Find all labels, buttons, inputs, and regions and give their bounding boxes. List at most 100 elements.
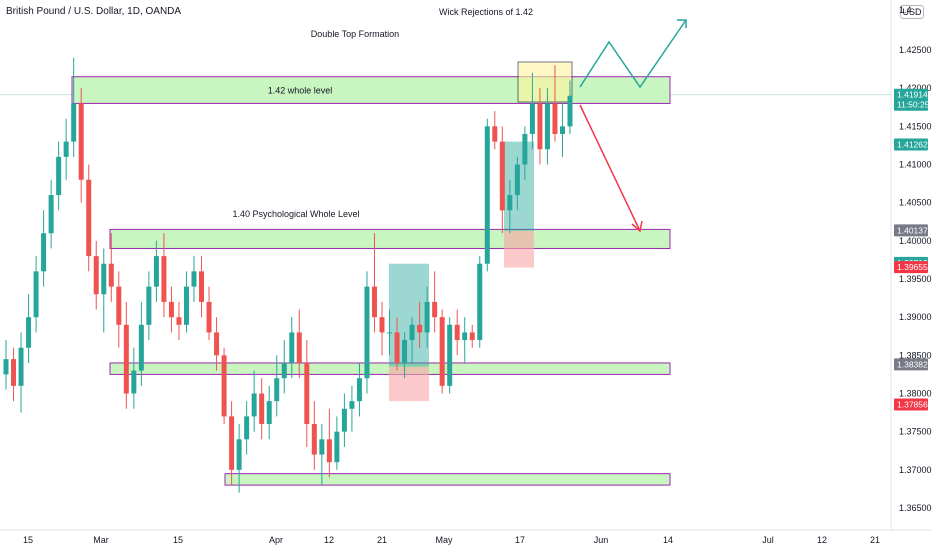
arrow-head	[677, 19, 687, 28]
candle	[63, 118, 69, 180]
price-label-text: 1.39655	[897, 262, 928, 272]
candle-body	[101, 263, 107, 295]
candle-body	[153, 256, 159, 287]
candle	[71, 57, 77, 157]
candle	[567, 80, 573, 134]
candle-body	[176, 317, 182, 325]
candle	[417, 301, 423, 348]
candle-body	[33, 271, 39, 318]
candle	[206, 286, 212, 341]
x-tick-label: 21	[377, 535, 387, 545]
candle-body	[123, 324, 129, 394]
candle-body	[274, 378, 280, 402]
candle-body	[191, 271, 197, 287]
price-label-time: 11:50:25	[897, 100, 930, 110]
candle-body	[484, 126, 490, 264]
candle	[86, 164, 92, 272]
candle-body	[63, 141, 69, 157]
arrow-head	[631, 220, 643, 233]
candle	[409, 317, 415, 363]
candle	[484, 118, 490, 272]
candle	[221, 347, 227, 425]
price-label: 1.38382	[894, 358, 928, 371]
candle-body	[289, 332, 295, 363]
candle	[559, 103, 565, 157]
candle-body	[26, 317, 32, 348]
candle-body	[424, 301, 430, 333]
candle	[447, 317, 453, 394]
candle-body	[199, 271, 205, 302]
candle-body	[183, 286, 189, 325]
candle	[507, 179, 513, 234]
candle-body	[326, 439, 332, 463]
candle-body	[537, 103, 543, 150]
candle-body	[244, 416, 250, 440]
x-tick-label: 17	[515, 535, 525, 545]
y-tick-label: 1.42000	[899, 83, 932, 93]
x-tick-label: 21	[870, 535, 880, 545]
candle-body	[499, 141, 505, 211]
candle	[26, 294, 32, 363]
candle	[236, 424, 242, 493]
candle	[93, 240, 99, 310]
candle	[379, 301, 385, 356]
y-tick-label: 1.41000	[899, 160, 932, 170]
candle	[462, 317, 468, 363]
currency-button[interactable]: USD	[900, 5, 924, 19]
candle	[108, 233, 114, 302]
candle-body	[379, 317, 385, 333]
candle-body	[552, 103, 558, 134]
candle-body	[71, 103, 77, 142]
candle-body	[454, 324, 460, 341]
candle-body	[559, 126, 565, 134]
candle	[176, 301, 182, 341]
candle-body	[514, 164, 520, 196]
y-tick-label: 1.37000	[899, 465, 932, 475]
y-tick-label: 1.4	[899, 5, 912, 15]
candle	[544, 88, 550, 165]
candle	[311, 401, 317, 470]
price-label-text: 1.40137	[897, 225, 928, 235]
candle-body	[221, 355, 227, 417]
price-label-text: 1.41262	[897, 140, 928, 150]
candle-body	[251, 393, 257, 417]
y-tick-label: 1.39000	[899, 312, 932, 322]
candle-body	[334, 431, 340, 463]
candle-body	[469, 332, 475, 341]
candle-body	[304, 362, 310, 425]
candle-body	[544, 103, 550, 150]
candle-body	[93, 256, 99, 295]
candle-body	[281, 362, 287, 379]
candle	[274, 355, 280, 417]
candle-body	[439, 317, 445, 386]
candle-body	[409, 324, 415, 341]
candle-body	[259, 393, 265, 425]
candle	[153, 240, 159, 302]
price-label-bg	[894, 358, 928, 371]
candle-body	[507, 195, 513, 211]
candle-body	[319, 439, 325, 455]
candle	[552, 65, 558, 142]
candle-body	[138, 324, 144, 371]
candle-body	[206, 301, 212, 333]
candle-body	[236, 439, 242, 470]
candle	[281, 340, 287, 394]
candle-body	[116, 286, 122, 325]
candle	[424, 286, 430, 348]
candle	[191, 256, 197, 302]
candle	[214, 317, 220, 371]
candle-body	[356, 378, 362, 402]
support-resistance-zone	[109, 228, 671, 249]
x-tick-label: May	[435, 535, 453, 545]
position-stop-box	[504, 230, 534, 268]
candle-body	[266, 401, 272, 425]
candle	[304, 340, 310, 447]
position-stop-box	[389, 366, 429, 402]
annotation-label: 1.40 Psychological Whole Level	[232, 209, 359, 219]
candle	[432, 271, 438, 333]
price-label-text: 1.37856	[897, 399, 928, 409]
candle-body	[447, 324, 453, 386]
candle	[537, 88, 543, 165]
